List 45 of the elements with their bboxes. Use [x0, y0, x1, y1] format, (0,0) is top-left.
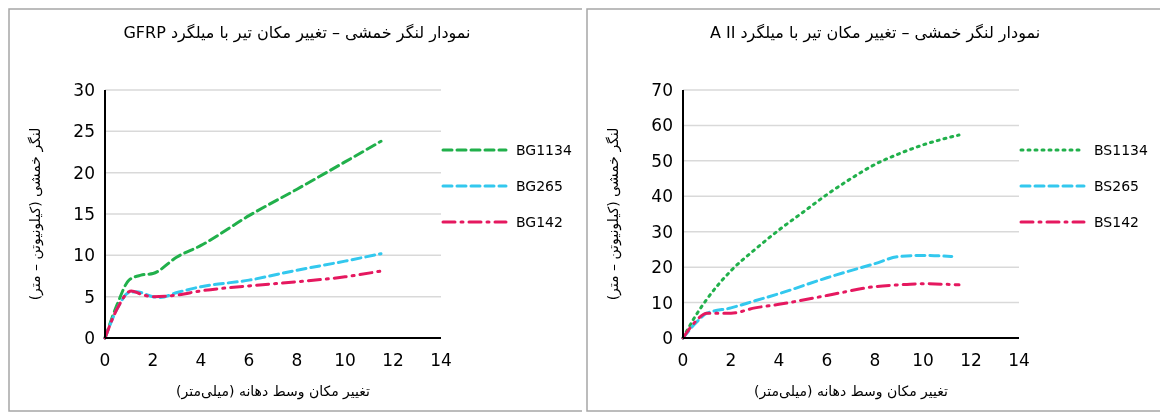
legend-label: BS142 [1094, 213, 1139, 230]
y-tick-label: 25 [73, 121, 95, 142]
y-tick-label: 0 [662, 327, 673, 348]
x-tick-label: 10 [912, 350, 934, 370]
y-axis-title: لنگر خمشی (کیلونیوتن – متر) [605, 127, 622, 301]
legend-label: BG142 [516, 213, 563, 230]
y-tick-label: 10 [73, 245, 95, 266]
x-tick-label: 14 [430, 350, 452, 370]
y-tick-label: 30 [73, 79, 95, 100]
y-tick-label: 60 [651, 115, 673, 136]
y-tick-label: 70 [651, 79, 673, 100]
x-tick-label: 6 [821, 350, 833, 370]
x-tick-label: 8 [291, 350, 303, 370]
chart-title: نمودار لنگر خمشی – تغییر مکان تیر با میلگرد GFRP [123, 23, 471, 43]
x-tick-label: 0 [677, 350, 689, 370]
x-tick-label: 8 [869, 350, 881, 370]
y-tick-label: 0 [84, 327, 95, 348]
x-tick-label: 2 [147, 350, 159, 370]
x-tick-label: 12 [382, 350, 404, 370]
y-tick-label: 15 [73, 203, 95, 224]
y-tick-label: 20 [651, 257, 673, 278]
x-tick-label: 0 [99, 350, 111, 370]
y-tick-label: 10 [651, 292, 673, 313]
x-tick-label: 4 [195, 350, 207, 370]
line-series [103, 269, 383, 340]
legend-label: BG265 [516, 177, 563, 194]
y-tick-label: 20 [73, 162, 95, 183]
y-tick-label: 30 [651, 221, 673, 242]
legend-label: BG1134 [516, 141, 572, 158]
x-axis-title: تغییر مکان وسط دهانه (میلی‌متر) [754, 383, 949, 400]
x-tick-label: 2 [725, 350, 737, 370]
y-tick-label: 5 [84, 286, 95, 307]
chart-title: نمودار لنگر خمشی – تغییر مکان تیر با میلگرد A II [709, 23, 1041, 43]
legend-label: BS1134 [1094, 141, 1148, 158]
x-axis-title: تغییر مکان وسط دهانه (میلی‌متر) [176, 383, 371, 400]
x-tick-label: 12 [960, 350, 982, 370]
x-tick-label: 14 [1008, 350, 1030, 370]
y-tick-label: 50 [651, 150, 673, 171]
line-series [681, 282, 961, 340]
x-tick-label: 10 [334, 350, 356, 370]
x-tick-label: 4 [773, 350, 785, 370]
legend-label: BS265 [1094, 177, 1139, 194]
y-tick-label: 40 [651, 186, 673, 207]
y-axis-title: لنگر خمشی (کیلونیوتن – متر) [27, 127, 44, 301]
x-tick-label: 6 [243, 350, 255, 370]
